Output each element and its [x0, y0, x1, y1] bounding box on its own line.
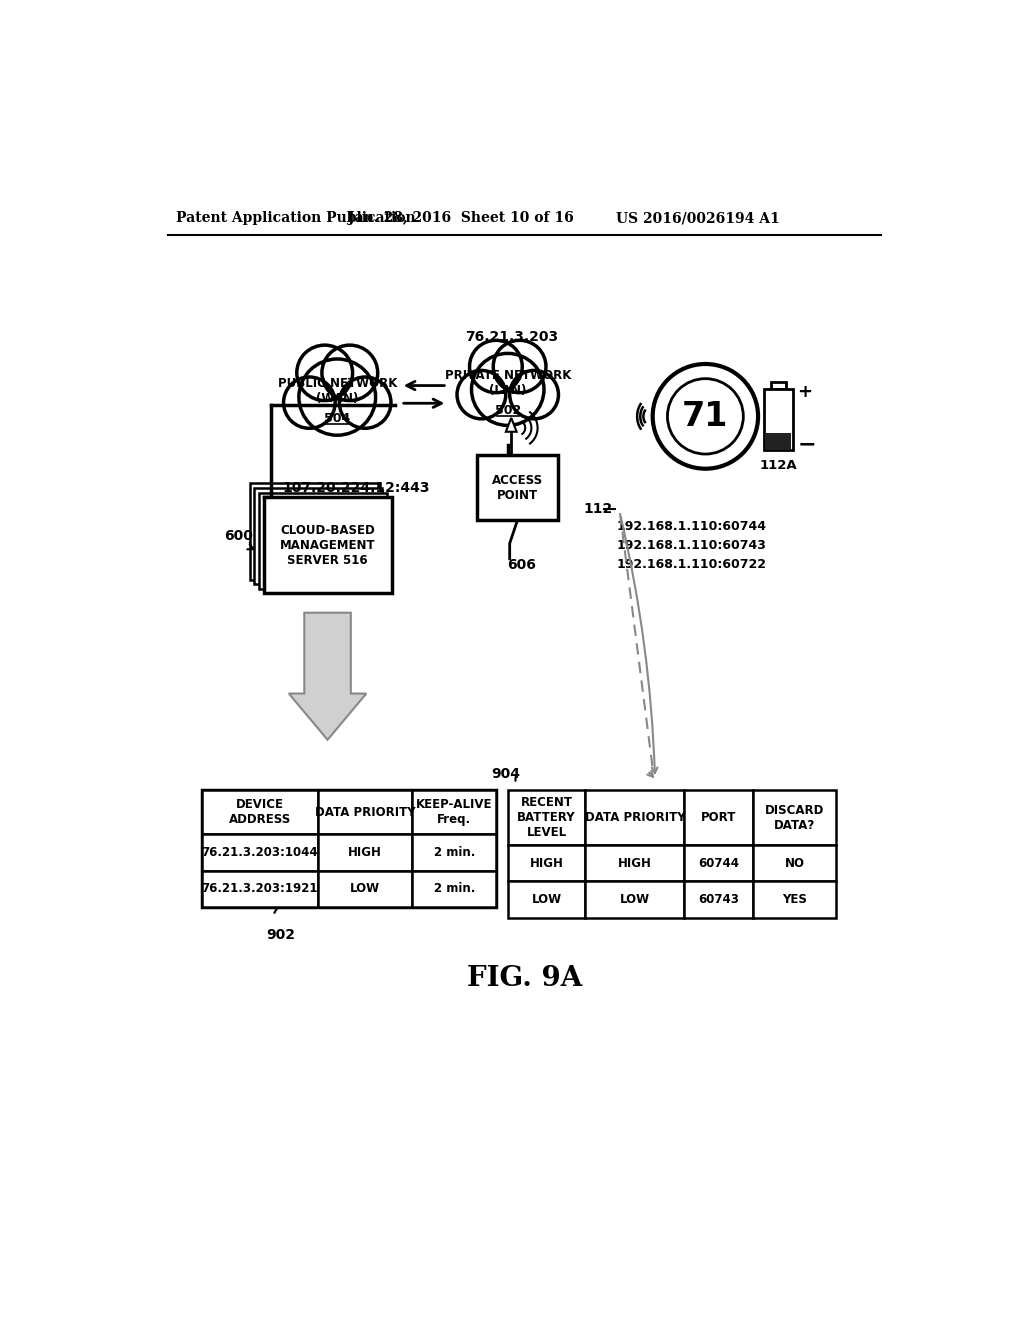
FancyBboxPatch shape	[413, 871, 496, 907]
FancyBboxPatch shape	[202, 789, 317, 834]
Text: Patent Application Publication: Patent Application Publication	[176, 211, 416, 226]
FancyBboxPatch shape	[586, 845, 684, 882]
Text: LOW: LOW	[350, 882, 380, 895]
FancyBboxPatch shape	[250, 483, 378, 579]
FancyBboxPatch shape	[508, 845, 586, 882]
FancyBboxPatch shape	[259, 492, 387, 589]
Text: HIGH: HIGH	[348, 846, 382, 859]
Circle shape	[652, 364, 758, 469]
Text: DISCARD
DATA?: DISCARD DATA?	[765, 804, 824, 832]
Polygon shape	[506, 418, 517, 432]
Text: HIGH: HIGH	[529, 857, 563, 870]
Text: 902: 902	[266, 928, 295, 941]
Text: FIG. 9A: FIG. 9A	[467, 965, 583, 991]
FancyBboxPatch shape	[753, 789, 837, 845]
Text: DATA PRIORITY: DATA PRIORITY	[585, 810, 685, 824]
Circle shape	[297, 345, 352, 400]
Text: PUBLIC NETWORK
(WAN): PUBLIC NETWORK (WAN)	[278, 378, 397, 405]
Text: 76.21.3.203:1921: 76.21.3.203:1921	[202, 882, 318, 895]
FancyBboxPatch shape	[202, 871, 317, 907]
Text: US 2016/0026194 A1: US 2016/0026194 A1	[616, 211, 780, 226]
FancyBboxPatch shape	[586, 882, 684, 917]
Text: 60744: 60744	[698, 857, 739, 870]
Text: 606: 606	[507, 558, 536, 572]
Text: −: −	[798, 434, 816, 454]
Circle shape	[494, 341, 546, 392]
Text: 76.21.3.203:1044: 76.21.3.203:1044	[202, 846, 318, 859]
FancyBboxPatch shape	[263, 498, 391, 594]
Text: 71: 71	[682, 400, 728, 433]
FancyBboxPatch shape	[202, 789, 496, 907]
FancyBboxPatch shape	[753, 845, 837, 882]
Circle shape	[668, 379, 743, 454]
Text: CLOUD-BASED
MANAGEMENT
SERVER 516: CLOUD-BASED MANAGEMENT SERVER 516	[280, 524, 376, 566]
FancyBboxPatch shape	[765, 433, 792, 450]
FancyBboxPatch shape	[764, 388, 793, 450]
FancyBboxPatch shape	[317, 871, 413, 907]
Circle shape	[339, 378, 391, 428]
Text: 60743: 60743	[698, 894, 739, 906]
Text: LOW: LOW	[620, 894, 650, 906]
FancyBboxPatch shape	[684, 882, 753, 917]
Circle shape	[284, 378, 335, 428]
Text: YES: YES	[782, 894, 807, 906]
Text: RECENT
BATTERY
LEVEL: RECENT BATTERY LEVEL	[517, 796, 575, 840]
FancyBboxPatch shape	[254, 488, 382, 585]
Text: 112A: 112A	[760, 459, 797, 473]
FancyBboxPatch shape	[477, 455, 558, 520]
Circle shape	[470, 341, 522, 392]
FancyBboxPatch shape	[317, 789, 413, 834]
Text: 2 min.: 2 min.	[433, 882, 475, 895]
Text: 2 min.: 2 min.	[433, 846, 475, 859]
Text: DATA PRIORITY: DATA PRIORITY	[314, 805, 416, 818]
FancyBboxPatch shape	[413, 789, 496, 834]
Text: 600: 600	[224, 529, 253, 543]
Text: 192.168.1.110:60743: 192.168.1.110:60743	[616, 539, 766, 552]
FancyBboxPatch shape	[508, 789, 586, 845]
Text: HIGH: HIGH	[617, 857, 652, 870]
Text: 504: 504	[325, 412, 350, 425]
FancyBboxPatch shape	[684, 789, 753, 845]
Text: 904: 904	[492, 767, 520, 781]
Text: 502: 502	[495, 404, 521, 417]
FancyBboxPatch shape	[413, 834, 496, 871]
Text: KEEP-ALIVE
Freq.: KEEP-ALIVE Freq.	[416, 799, 493, 826]
FancyBboxPatch shape	[317, 834, 413, 871]
Polygon shape	[289, 612, 367, 739]
Text: 112: 112	[584, 502, 613, 516]
Text: 76.21.3.203: 76.21.3.203	[465, 330, 558, 345]
Text: PORT: PORT	[700, 810, 736, 824]
Circle shape	[457, 371, 506, 418]
Text: PRIVATE NETWORK
(LAN): PRIVATE NETWORK (LAN)	[444, 370, 571, 397]
FancyBboxPatch shape	[586, 789, 684, 845]
Text: NO: NO	[784, 857, 805, 870]
FancyBboxPatch shape	[508, 882, 586, 917]
Text: 192.168.1.110:60744: 192.168.1.110:60744	[616, 520, 766, 533]
Circle shape	[299, 359, 376, 436]
Circle shape	[322, 345, 378, 400]
FancyBboxPatch shape	[771, 381, 785, 388]
Text: +: +	[798, 384, 813, 401]
Text: DEVICE
ADDRESS: DEVICE ADDRESS	[228, 799, 291, 826]
FancyBboxPatch shape	[684, 845, 753, 882]
Text: 107.20.224.12:443: 107.20.224.12:443	[283, 480, 430, 495]
FancyBboxPatch shape	[753, 882, 837, 917]
Text: ACCESS
POINT: ACCESS POINT	[492, 474, 543, 502]
Circle shape	[471, 354, 544, 425]
Text: Jan. 28, 2016  Sheet 10 of 16: Jan. 28, 2016 Sheet 10 of 16	[348, 211, 574, 226]
FancyBboxPatch shape	[202, 834, 317, 871]
Circle shape	[510, 371, 558, 418]
Text: LOW: LOW	[531, 894, 561, 906]
Text: 192.168.1.110:60722: 192.168.1.110:60722	[616, 558, 766, 572]
